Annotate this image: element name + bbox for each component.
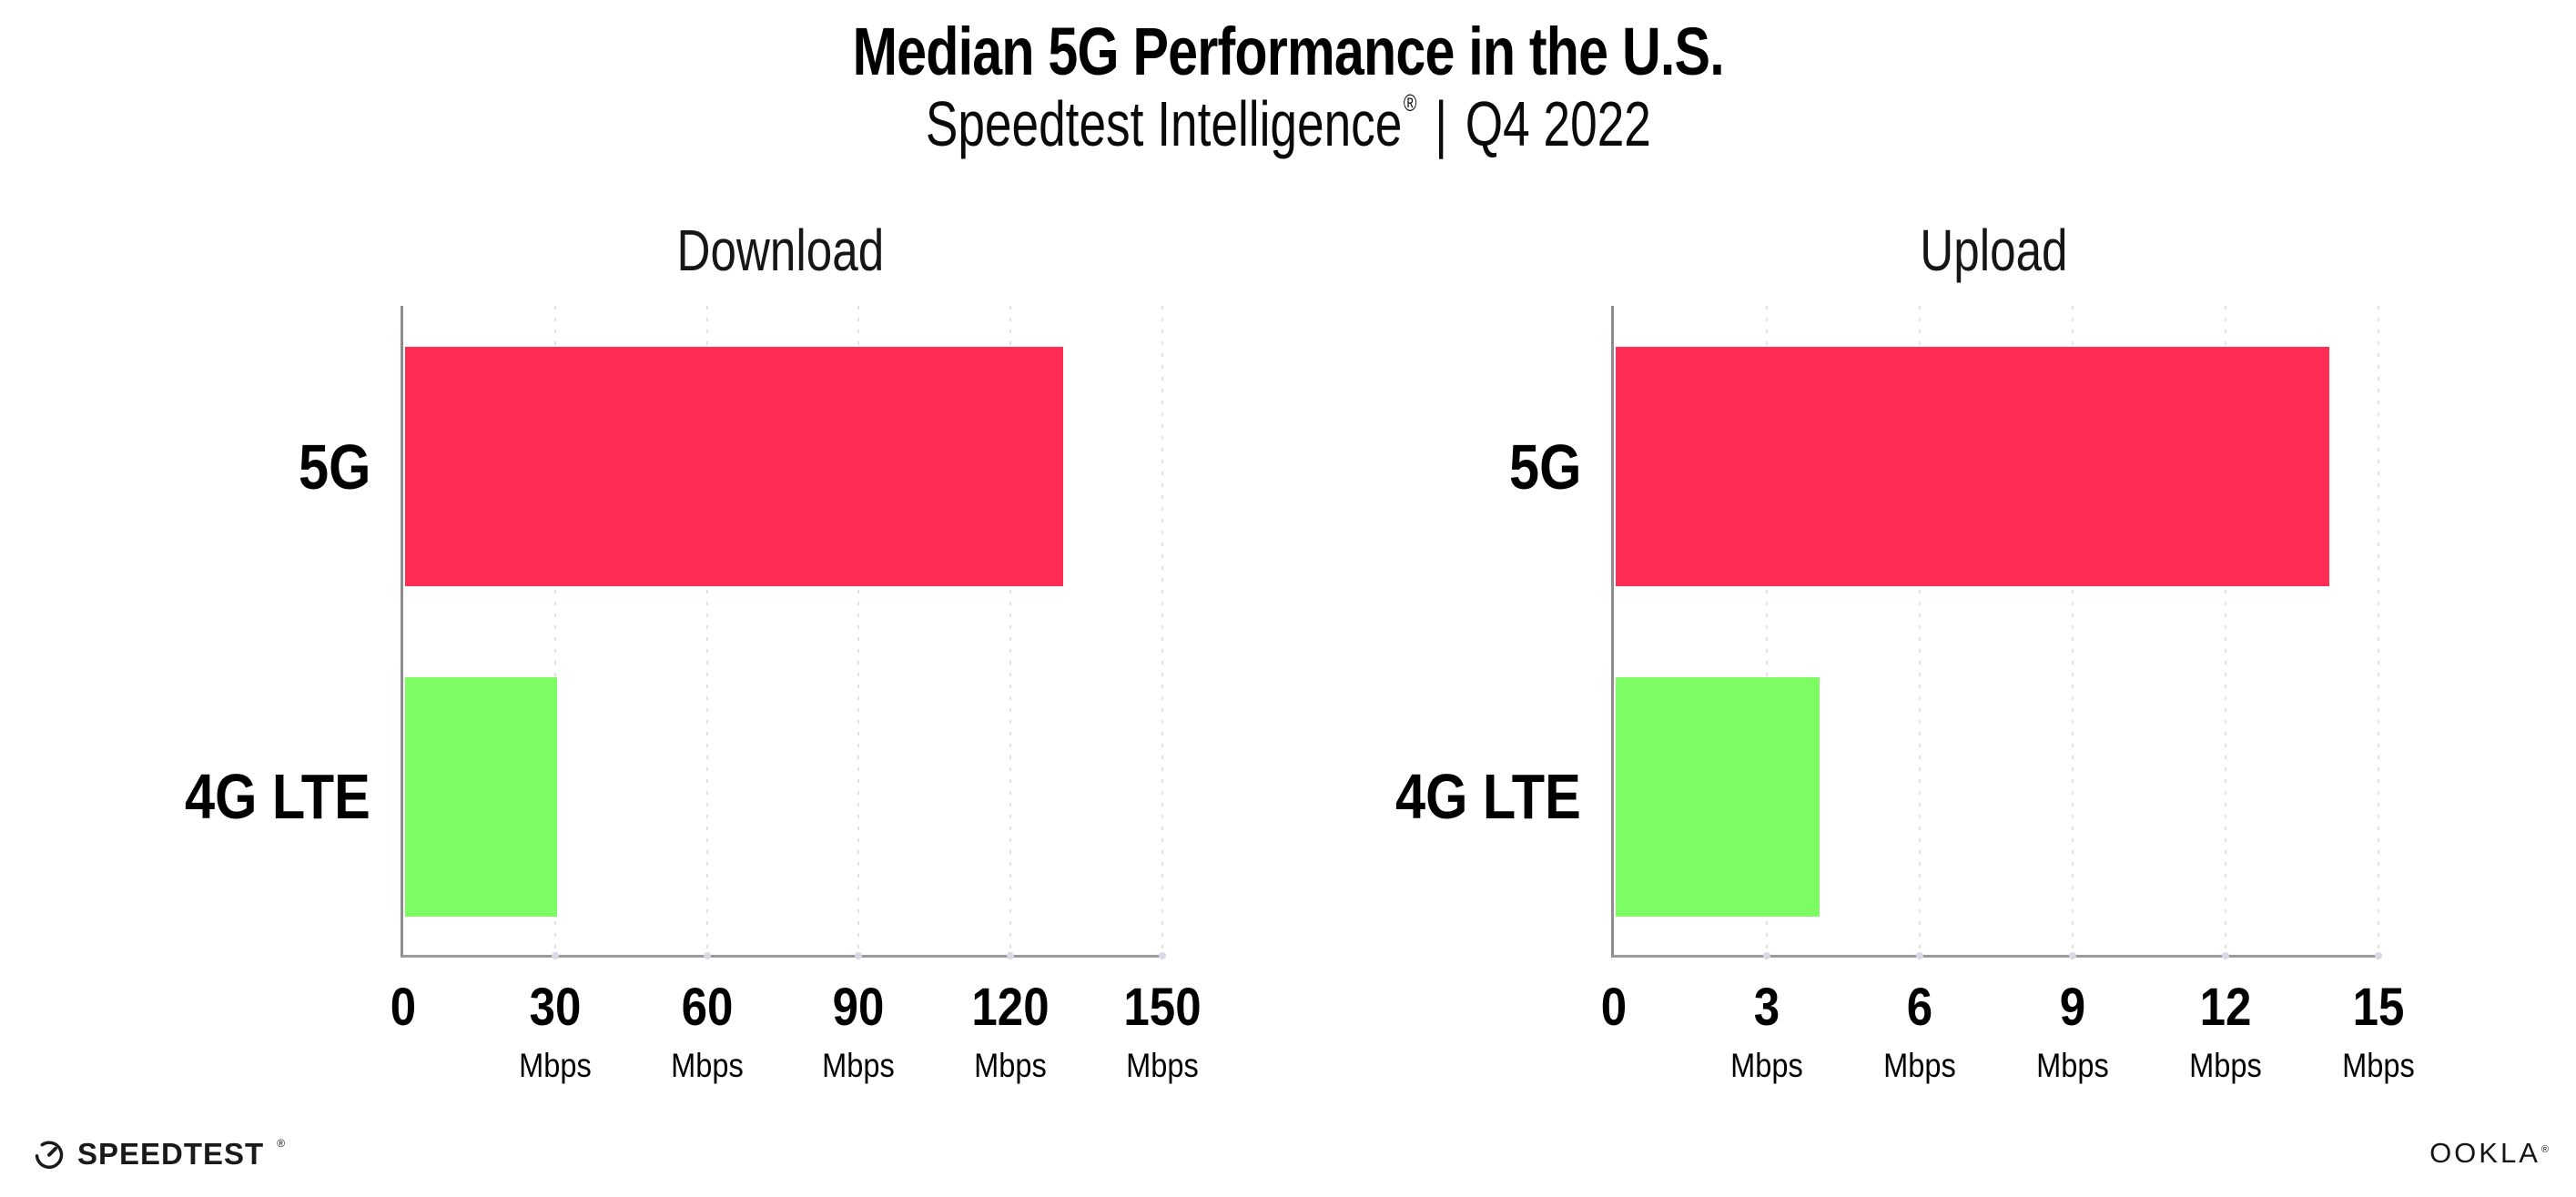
- x-tick: 9 Mbps: [2032, 977, 2114, 1085]
- download-chart-title: Download: [676, 218, 884, 283]
- x-tick: 90 Mbps: [817, 977, 899, 1085]
- tick-unit: Mbps: [1883, 1047, 1956, 1084]
- bar-4g-lte-upload: [1616, 676, 1820, 917]
- axis-tick-dot: [2069, 952, 2076, 959]
- tick-unit: Mbps: [1126, 1047, 1199, 1084]
- x-tick: 15 Mbps: [2338, 977, 2419, 1085]
- speedtest-trademark-symbol: ®: [277, 1137, 286, 1150]
- axis-tick-dot: [1763, 952, 1770, 959]
- page-title-text: Median 5G Performance in the U.S.: [852, 14, 1724, 89]
- ookla-wordmark: OOKLA: [2429, 1137, 2541, 1169]
- speedtest-logo: SPEEDTEST ®: [33, 1137, 285, 1172]
- tick-unit: Mbps: [670, 1047, 744, 1084]
- tick-value: 150: [1123, 978, 1202, 1037]
- x-tick: 150 Mbps: [1119, 977, 1207, 1085]
- x-tick: 0: [389, 977, 418, 1038]
- speedtest-wordmark: SPEEDTEST: [77, 1137, 265, 1171]
- subtitle-period: Q4 2022: [1465, 88, 1651, 159]
- upload-chart-title: Upload: [1919, 218, 2068, 283]
- tick-value: 90: [833, 978, 885, 1037]
- gridline: [553, 306, 556, 955]
- gridline: [857, 306, 860, 955]
- speedtest-gauge-icon: [33, 1138, 66, 1171]
- tick-unit: Mbps: [2189, 1047, 2262, 1084]
- page-subtitle: Speedtest Intelligence® | Q4 2022: [0, 87, 2576, 160]
- tick-unit: Mbps: [518, 1047, 592, 1084]
- tick-value: 0: [1600, 978, 1628, 1037]
- category-label-4g-lte: 4G LTE: [1395, 761, 1581, 833]
- bar-5g-upload: [1616, 346, 2329, 586]
- upload-plot-area: 5G 4G LTE 0 3 Mbps 6 Mbps 9 Mbps 12 Mbps…: [1395, 306, 2415, 1084]
- page-title: Median 5G Performance in the U.S.: [0, 13, 2576, 90]
- x-tick: 120 Mbps: [967, 977, 1055, 1085]
- subtitle-separator: |: [1434, 88, 1447, 159]
- gridline: [1766, 306, 1768, 955]
- tick-value: 30: [529, 978, 582, 1037]
- category-label-5g: 5G: [1508, 431, 1581, 502]
- tick-unit: Mbps: [822, 1047, 896, 1084]
- axis-tick-dot: [1007, 952, 1015, 959]
- axis-tick-dot: [551, 952, 559, 959]
- axis-tick-dot: [2375, 952, 2382, 959]
- download-plot-area: 5G 4G LTE 0 30 Mbps 60 Mbps 90 Mbps 120 …: [185, 306, 1202, 1084]
- tick-value: 60: [681, 978, 733, 1037]
- tick-unit: Mbps: [2036, 1047, 2109, 1084]
- category-label-5g: 5G: [298, 431, 370, 502]
- gridline: [1919, 306, 1921, 955]
- tick-value: 9: [2059, 978, 2086, 1037]
- subtitle-brand: Speedtest Intelligence: [925, 88, 1402, 159]
- axis-tick-dot: [703, 952, 711, 959]
- bar-4g-lte-download: [405, 676, 557, 917]
- gridline: [2072, 306, 2074, 955]
- bar-5g-download: [405, 346, 1063, 586]
- axis-tick-dot: [2222, 952, 2229, 959]
- x-tick: 12 Mbps: [2185, 977, 2267, 1085]
- tick-value: 120: [971, 978, 1050, 1037]
- x-tick: 30 Mbps: [514, 977, 596, 1085]
- axis-tick-dot: [855, 952, 863, 959]
- tick-value: 3: [1753, 978, 1780, 1037]
- tick-unit: Mbps: [2342, 1047, 2415, 1084]
- x-tick: 6 Mbps: [1879, 977, 1961, 1085]
- tick-value: 15: [2352, 978, 2405, 1037]
- x-tick: 60 Mbps: [665, 977, 747, 1085]
- gridline: [705, 306, 708, 955]
- tick-value: 12: [2199, 978, 2252, 1037]
- ookla-trademark-symbol: ®: [2541, 1144, 2549, 1155]
- category-label-4g-lte: 4G LTE: [185, 761, 370, 833]
- gridline: [1009, 306, 1012, 955]
- registered-trademark-symbol: ®: [1403, 89, 1417, 117]
- tick-unit: Mbps: [1730, 1047, 1803, 1084]
- tick-unit: Mbps: [974, 1047, 1047, 1084]
- axis-tick-dot: [1916, 952, 1923, 959]
- x-tick: 0: [1599, 977, 1628, 1038]
- gridline: [2378, 306, 2379, 955]
- tick-value: 0: [390, 978, 417, 1037]
- ookla-logo: OOKLA®: [2429, 1137, 2549, 1170]
- gridline: [2225, 306, 2226, 955]
- tick-value: 6: [1906, 978, 1933, 1037]
- axis-tick-dot: [1159, 952, 1166, 959]
- gridline: [1161, 306, 1163, 955]
- x-tick: 3 Mbps: [1726, 977, 1808, 1085]
